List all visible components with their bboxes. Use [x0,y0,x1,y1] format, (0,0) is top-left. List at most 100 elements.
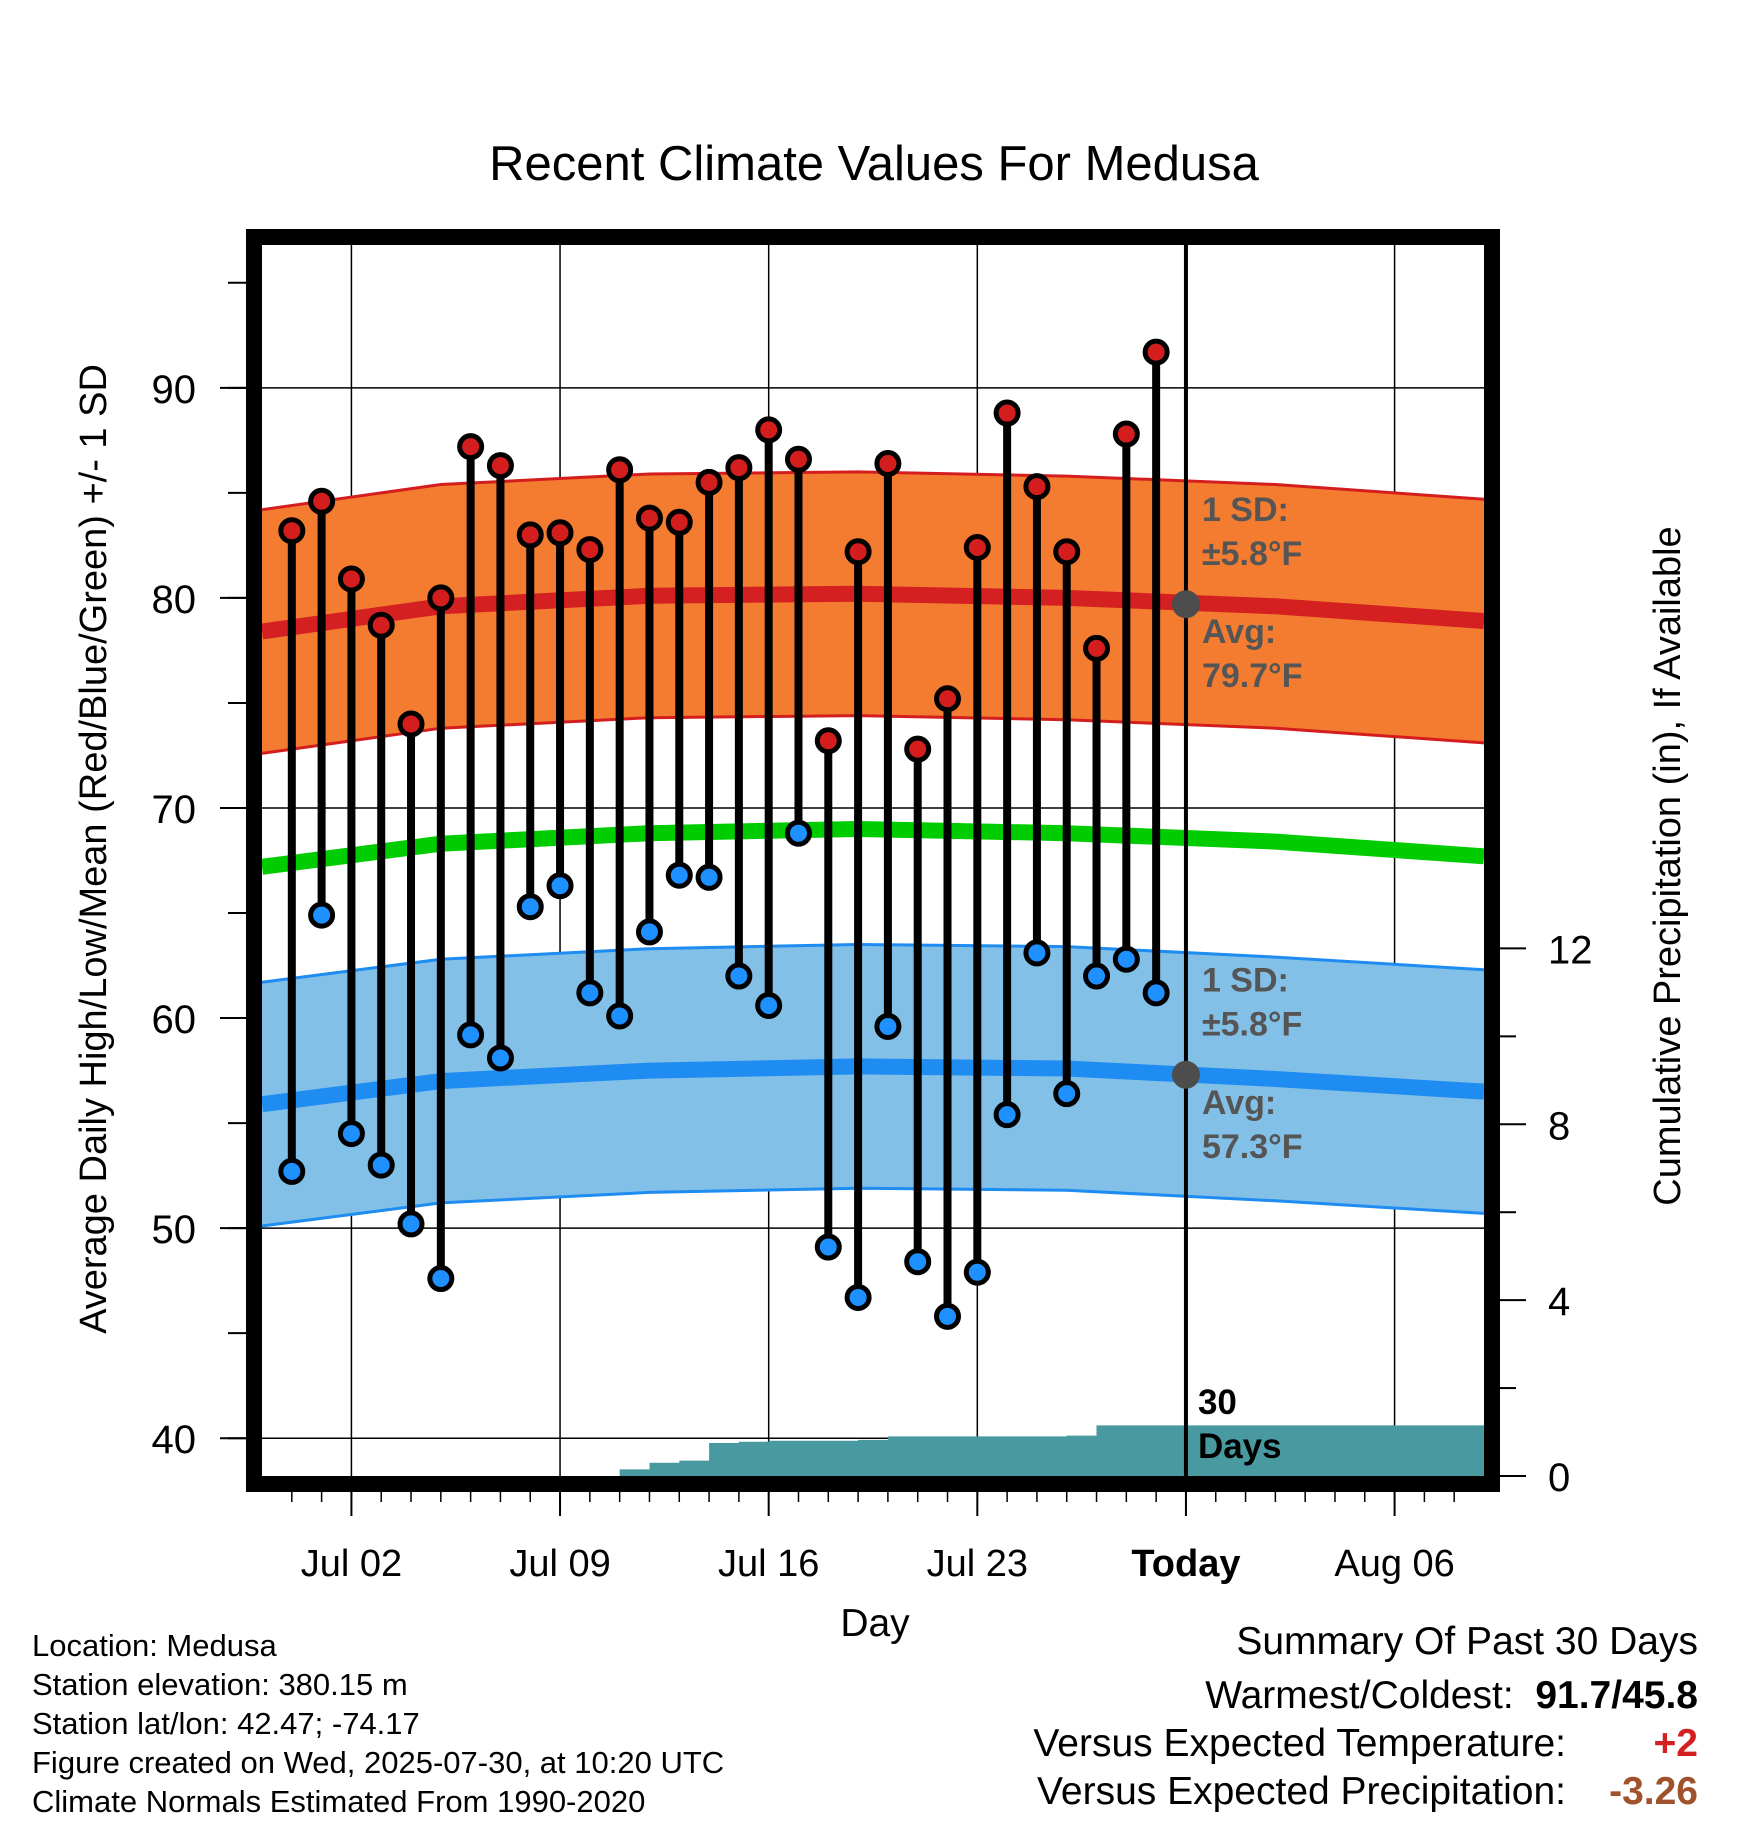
daily-low-point [308,901,336,929]
y-tick-label: 40 [152,1418,197,1462]
daily-high-point [635,504,663,532]
y2-tick-label: 12 [1548,928,1593,972]
daily-high-point [874,449,902,477]
y2-axis-label: Cumulative Precipitation (in), If Availa… [1647,526,1689,1205]
daily-values [278,338,1170,1330]
daily-low-point [427,1265,455,1293]
daily-low-point [337,1120,365,1148]
daily-high-point [278,517,306,545]
grid-lines [262,245,1484,1476]
summary-title: Summary Of Past 30 Days [1236,1620,1698,1663]
low-sd-band-fill [262,944,1484,1226]
x-tick-label: Jul 16 [718,1543,819,1585]
x-tick-label: Jul 02 [301,1543,402,1585]
daily-low-point [1023,939,1051,967]
footer-created: Figure created on Wed, 2025-07-30, at 10… [32,1745,725,1780]
warm-cold-label: Warmest/Coldest: [1205,1674,1514,1717]
daily-low-point [993,1101,1021,1129]
daily-high-point [486,452,514,480]
footer-latlon: Station lat/lon: 42.47; -74.17 [32,1706,420,1741]
precipitation-area [262,1425,1484,1476]
high-sd-value: ±5.8°F [1202,535,1302,573]
low-sd-value: ±5.8°F [1202,1006,1302,1044]
daily-high-point [784,445,812,473]
daily-low-point [576,979,604,1007]
y-tick-label: 60 [152,998,197,1042]
today-low-avg-dot [1171,1060,1200,1089]
high-avg-value: 79.7°F [1202,657,1303,695]
daily-high-point [934,685,962,713]
daily-high-point [844,538,872,566]
daily-high-point [1023,473,1051,501]
y2-tick-label: 8 [1548,1104,1570,1148]
daily-low-point [606,1002,634,1030]
daily-low-point [874,1012,902,1040]
daily-low-point [695,863,723,891]
y-tick-label: 50 [152,1208,197,1252]
low-avg-label: Avg: [1202,1084,1276,1122]
y-tick-label: 80 [152,578,197,622]
daily-high-point [546,519,574,547]
daily-low-point [397,1210,425,1238]
x-axis-label: Day [840,1602,910,1645]
daily-low-point [844,1283,872,1311]
warm-cold-value: 91.7/45.8 [1535,1674,1698,1717]
chart-title: Recent Climate Values For Medusa [489,137,1260,191]
axes: 40 50 60 70 80 90 0 4 8 12 Jul 02 Jul 09 Jul 16 Jul 2… [152,229,1593,1585]
daily-low-point [814,1233,842,1261]
daily-low-point [934,1302,962,1330]
daily-high-point [337,565,365,593]
daily-high-point [397,710,425,738]
footer-normals: Climate Normals Estimated From 1990-2020 [32,1784,646,1819]
plot-frame [246,229,1500,1492]
high-sd-band-upper-edge [261,470,1485,512]
summary-warm-cold: Warmest/Coldest: 91.7/45.8 [1205,1674,1698,1718]
window-label-unit: Days [1198,1427,1282,1466]
y-tick-label: 90 [152,368,197,412]
daily-low-point [963,1258,991,1286]
mean-normal-line [260,820,1485,875]
daily-low-point [457,1021,485,1049]
daily-low-point [635,918,663,946]
daily-high-point [695,468,723,496]
daily-high-point [755,416,783,444]
summary-precip-label: Versus Expected Precipitation: [1037,1770,1566,1813]
footer-location: Location: Medusa [32,1628,277,1663]
daily-low-point [486,1044,514,1072]
summary-precip-value: -3.26 [1609,1770,1698,1813]
daily-high-point [606,456,634,484]
low-avg-value: 57.3°F [1202,1128,1303,1166]
x-tick-label: Aug 06 [1334,1543,1454,1585]
footer-elevation: Station elevation: 380.15 m [32,1667,408,1702]
y2-tick-label: 4 [1548,1280,1570,1324]
daily-high-point [725,454,753,482]
daily-high-point [814,727,842,755]
y-axis-label: Average Daily High/Low/Mean (Red/Blue/Gr… [73,364,115,1334]
daily-high-point [367,611,395,639]
y-tick-label: 70 [152,788,197,832]
daily-high-point [516,521,544,549]
daily-high-point [665,508,693,536]
daily-high-point [457,433,485,461]
daily-high-point [1142,338,1170,366]
daily-low-point [904,1248,932,1276]
daily-high-point [576,536,604,564]
daily-high-point [427,584,455,612]
daily-high-point [308,487,336,515]
summary-temp-label: Versus Expected Temperature: [1033,1722,1566,1765]
x-tick-label: Jul 09 [509,1543,610,1585]
daily-low-point [516,893,544,921]
today-marker [1171,245,1200,1476]
summary-temp-value: +2 [1653,1722,1698,1765]
normal-bands [260,470,1485,1228]
daily-high-point [1083,634,1111,662]
x-tick-label: Jul 23 [927,1543,1028,1585]
daily-high-point [1112,420,1140,448]
daily-low-point [1142,979,1170,1007]
daily-low-point [725,962,753,990]
high-sd-label: 1 SD: [1202,491,1289,529]
daily-low-point [665,861,693,889]
x-tick-label: Today [1131,1543,1240,1585]
high-avg-label: Avg: [1202,613,1276,651]
